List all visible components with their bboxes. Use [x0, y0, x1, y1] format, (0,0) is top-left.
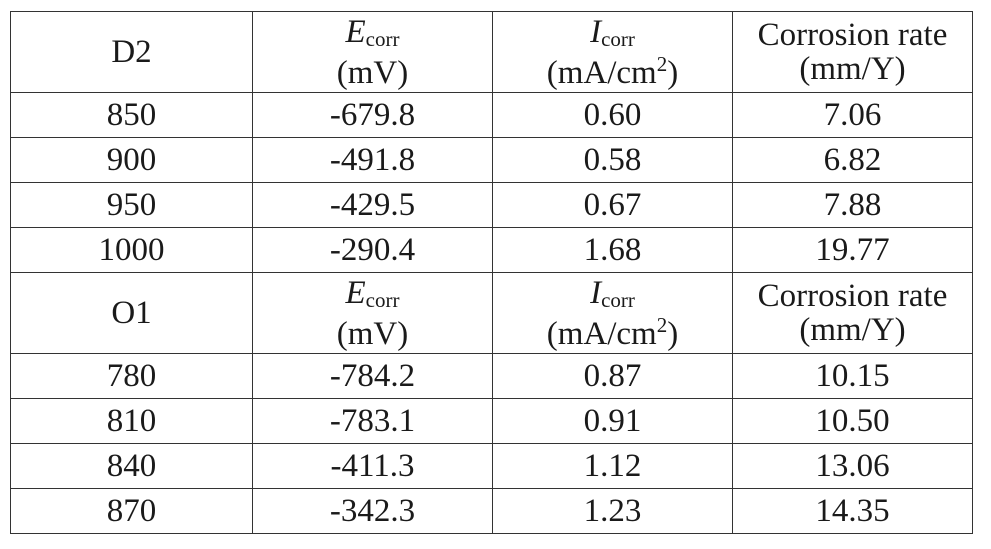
corrosion-data-table: D2 Ecorr (mV) Icorr (mA/cm2) Corrosion r… [10, 11, 973, 534]
ecorr-cell: -491.8 [252, 137, 493, 183]
rate-cell: 6.82 [732, 137, 973, 183]
temp-cell: 900 [10, 137, 253, 183]
table-row: 950 -429.5 0.67 7.88 [10, 182, 973, 228]
icorr-cell: 0.60 [492, 92, 733, 138]
rate-cell: 14.35 [732, 488, 973, 534]
temp-cell: 870 [10, 488, 253, 534]
rate-cell: 10.50 [732, 398, 973, 444]
section-label: D2 [10, 11, 253, 93]
table-row: 900 -491.8 0.58 6.82 [10, 137, 973, 183]
rate-cell: 7.06 [732, 92, 973, 138]
temp-cell: 810 [10, 398, 253, 444]
table-row: 850 -679.8 0.60 7.06 [10, 92, 973, 138]
rate-cell: 19.77 [732, 227, 973, 273]
ecorr-cell: -784.2 [252, 353, 493, 399]
icorr-header: Icorr (mA/cm2) [492, 11, 733, 93]
temp-cell: 850 [10, 92, 253, 138]
temp-cell: 780 [10, 353, 253, 399]
rate-header: Corrosion rate (mm/Y) [732, 11, 973, 93]
section-header-row: O1 Ecorr (mV) Icorr (mA/cm2) Corrosion r… [10, 272, 973, 354]
table-row: 840 -411.3 1.12 13.06 [10, 443, 973, 489]
icorr-header: Icorr (mA/cm2) [492, 272, 733, 354]
table-row: 870 -342.3 1.23 14.35 [10, 488, 973, 534]
ecorr-header: Ecorr (mV) [252, 272, 493, 354]
icorr-cell: 1.12 [492, 443, 733, 489]
temp-cell: 840 [10, 443, 253, 489]
ecorr-cell: -290.4 [252, 227, 493, 273]
ecorr-cell: -679.8 [252, 92, 493, 138]
rate-cell: 13.06 [732, 443, 973, 489]
ecorr-header: Ecorr (mV) [252, 11, 493, 93]
table-row: 1000 -290.4 1.68 19.77 [10, 227, 973, 273]
table-row: 810 -783.1 0.91 10.50 [10, 398, 973, 444]
icorr-cell: 0.67 [492, 182, 733, 228]
rate-cell: 7.88 [732, 182, 973, 228]
temp-cell: 1000 [10, 227, 253, 273]
table-row: 780 -784.2 0.87 10.15 [10, 353, 973, 399]
ecorr-cell: -429.5 [252, 182, 493, 228]
section-header-row: D2 Ecorr (mV) Icorr (mA/cm2) Corrosion r… [10, 11, 973, 93]
ecorr-cell: -783.1 [252, 398, 493, 444]
icorr-cell: 1.68 [492, 227, 733, 273]
icorr-cell: 0.91 [492, 398, 733, 444]
icorr-cell: 0.58 [492, 137, 733, 183]
icorr-cell: 0.87 [492, 353, 733, 399]
rate-header: Corrosion rate (mm/Y) [732, 272, 973, 354]
temp-cell: 950 [10, 182, 253, 228]
ecorr-cell: -342.3 [252, 488, 493, 534]
ecorr-cell: -411.3 [252, 443, 493, 489]
rate-cell: 10.15 [732, 353, 973, 399]
section-label: O1 [10, 272, 253, 354]
icorr-cell: 1.23 [492, 488, 733, 534]
